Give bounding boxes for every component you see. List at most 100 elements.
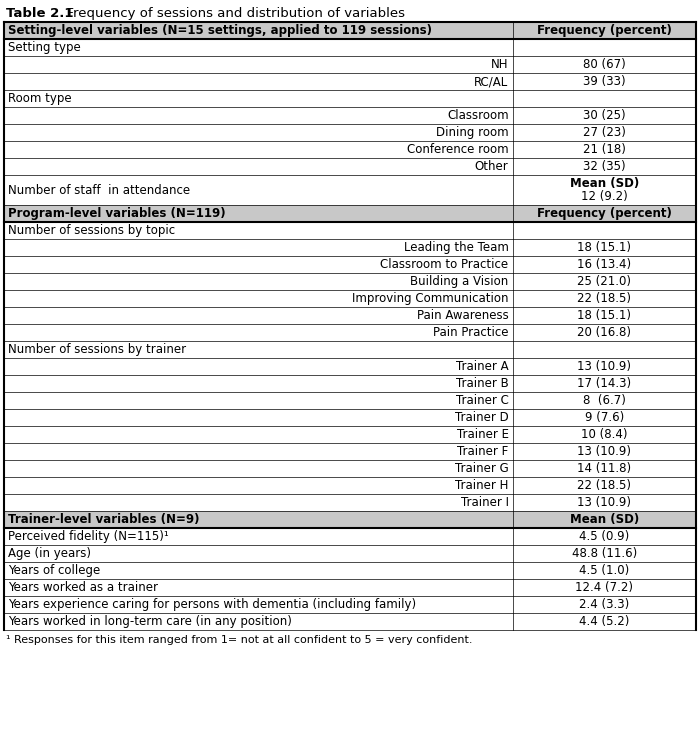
Text: Trainer F: Trainer F [457,445,509,458]
Bar [4,409,696,426]
Bar [4,392,696,409]
Text: Trainer-level variables (N=9): Trainer-level variables (N=9) [8,513,199,526]
Text: 4.4 (5.2): 4.4 (5.2) [579,615,629,628]
Text: Dining room: Dining room [436,126,509,139]
Text: Age (in years): Age (in years) [8,547,91,560]
Text: Perceived fidelity (N=115)¹: Perceived fidelity (N=115)¹ [8,530,169,543]
Bar [4,579,696,596]
Bar [4,443,696,460]
Text: Classroom: Classroom [447,109,509,122]
Bar [4,290,696,307]
Text: Number of sessions by topic: Number of sessions by topic [8,224,175,237]
Text: 30 (25): 30 (25) [583,109,626,122]
Text: Trainer A: Trainer A [456,360,509,373]
Text: Number of sessions by trainer: Number of sessions by trainer [8,343,186,356]
Text: RC/AL: RC/AL [475,75,509,88]
Text: Years of college: Years of college [8,564,100,577]
Text: Trainer E: Trainer E [456,428,509,441]
Text: 13 (10.9): 13 (10.9) [578,445,631,458]
Text: Program-level variables (N=119): Program-level variables (N=119) [8,207,225,220]
Text: Number of staff  in attendance: Number of staff in attendance [8,183,190,197]
Bar [4,73,696,90]
Text: Trainer I: Trainer I [461,496,509,509]
Text: Table 2.1: Table 2.1 [6,7,74,19]
Text: Setting type: Setting type [8,41,81,54]
Text: 9 (7.6): 9 (7.6) [584,411,624,424]
Bar [4,39,696,56]
Text: Conference room: Conference room [407,143,509,156]
Text: Other: Other [475,160,509,173]
Text: 22 (18.5): 22 (18.5) [578,479,631,492]
Bar [4,494,696,511]
Bar [4,256,696,273]
Bar [4,205,696,222]
Text: 16 (13.4): 16 (13.4) [578,258,631,271]
Bar [4,307,696,324]
Text: Room type: Room type [8,92,71,105]
Text: 4.5 (0.9): 4.5 (0.9) [579,530,629,543]
Text: 10 (8.4): 10 (8.4) [581,428,628,441]
Bar [4,239,696,256]
Text: Trainer G: Trainer G [455,462,509,475]
Text: 13 (10.9): 13 (10.9) [578,496,631,509]
Bar [4,273,696,290]
Bar [4,477,696,494]
Bar [4,175,696,205]
Text: 18 (15.1): 18 (15.1) [578,309,631,322]
Text: Setting-level variables (N=15 settings, applied to 119 sessions): Setting-level variables (N=15 settings, … [8,24,432,37]
Bar [4,90,696,107]
Bar [4,460,696,477]
Bar [4,56,696,73]
Text: Frequency of sessions and distribution of variables: Frequency of sessions and distribution o… [58,7,405,19]
Text: Pain Awareness: Pain Awareness [417,309,509,322]
Text: 14 (11.8): 14 (11.8) [578,462,631,475]
Text: 80 (67): 80 (67) [583,58,626,71]
Bar [4,341,696,358]
Text: Improving Communication: Improving Communication [352,292,509,305]
Text: Years worked in long-term care (in any position): Years worked in long-term care (in any p… [8,615,292,628]
Bar [4,528,696,545]
Bar [4,358,696,375]
Text: Trainer D: Trainer D [455,411,509,424]
Text: Mean (SD): Mean (SD) [570,177,639,190]
Bar [4,324,696,341]
Bar [4,596,696,613]
Bar [4,613,696,630]
Text: Frequency (percent): Frequency (percent) [537,207,672,220]
Text: 4.5 (1.0): 4.5 (1.0) [579,564,629,577]
Text: Trainer B: Trainer B [456,377,509,390]
Text: 27 (23): 27 (23) [583,126,626,139]
Text: 25 (21.0): 25 (21.0) [578,275,631,288]
Bar [4,158,696,175]
Text: Trainer C: Trainer C [456,394,509,407]
Text: Trainer H: Trainer H [455,479,509,492]
Text: 48.8 (11.6): 48.8 (11.6) [572,547,637,560]
Text: 12 (9.2): 12 (9.2) [581,190,628,203]
Text: 20 (16.8): 20 (16.8) [578,326,631,339]
Text: Frequency (percent): Frequency (percent) [537,24,672,37]
Text: 21 (18): 21 (18) [583,143,626,156]
Text: Classroom to Practice: Classroom to Practice [381,258,509,271]
Bar [4,426,696,443]
Bar [4,511,696,528]
Text: 18 (15.1): 18 (15.1) [578,241,631,254]
Text: Pain Practice: Pain Practice [433,326,509,339]
Text: 22 (18.5): 22 (18.5) [578,292,631,305]
Text: Mean (SD): Mean (SD) [570,513,639,526]
Text: Years experience caring for persons with dementia (including family): Years experience caring for persons with… [8,598,416,611]
Text: 39 (33): 39 (33) [583,75,626,88]
Text: 32 (35): 32 (35) [583,160,626,173]
Bar [4,562,696,579]
Bar [4,545,696,562]
Bar [4,107,696,124]
Text: NH: NH [491,58,509,71]
Bar [4,141,696,158]
Text: Leading the Team: Leading the Team [404,241,509,254]
Bar [4,22,696,39]
Text: Years worked as a trainer: Years worked as a trainer [8,581,158,594]
Bar [4,375,696,392]
Bar [4,124,696,141]
Text: ¹ Responses for this item ranged from 1= not at all confident to 5 = very confid: ¹ Responses for this item ranged from 1=… [6,635,473,645]
Text: Building a Vision: Building a Vision [410,275,509,288]
Text: 8  (6.7): 8 (6.7) [583,394,626,407]
